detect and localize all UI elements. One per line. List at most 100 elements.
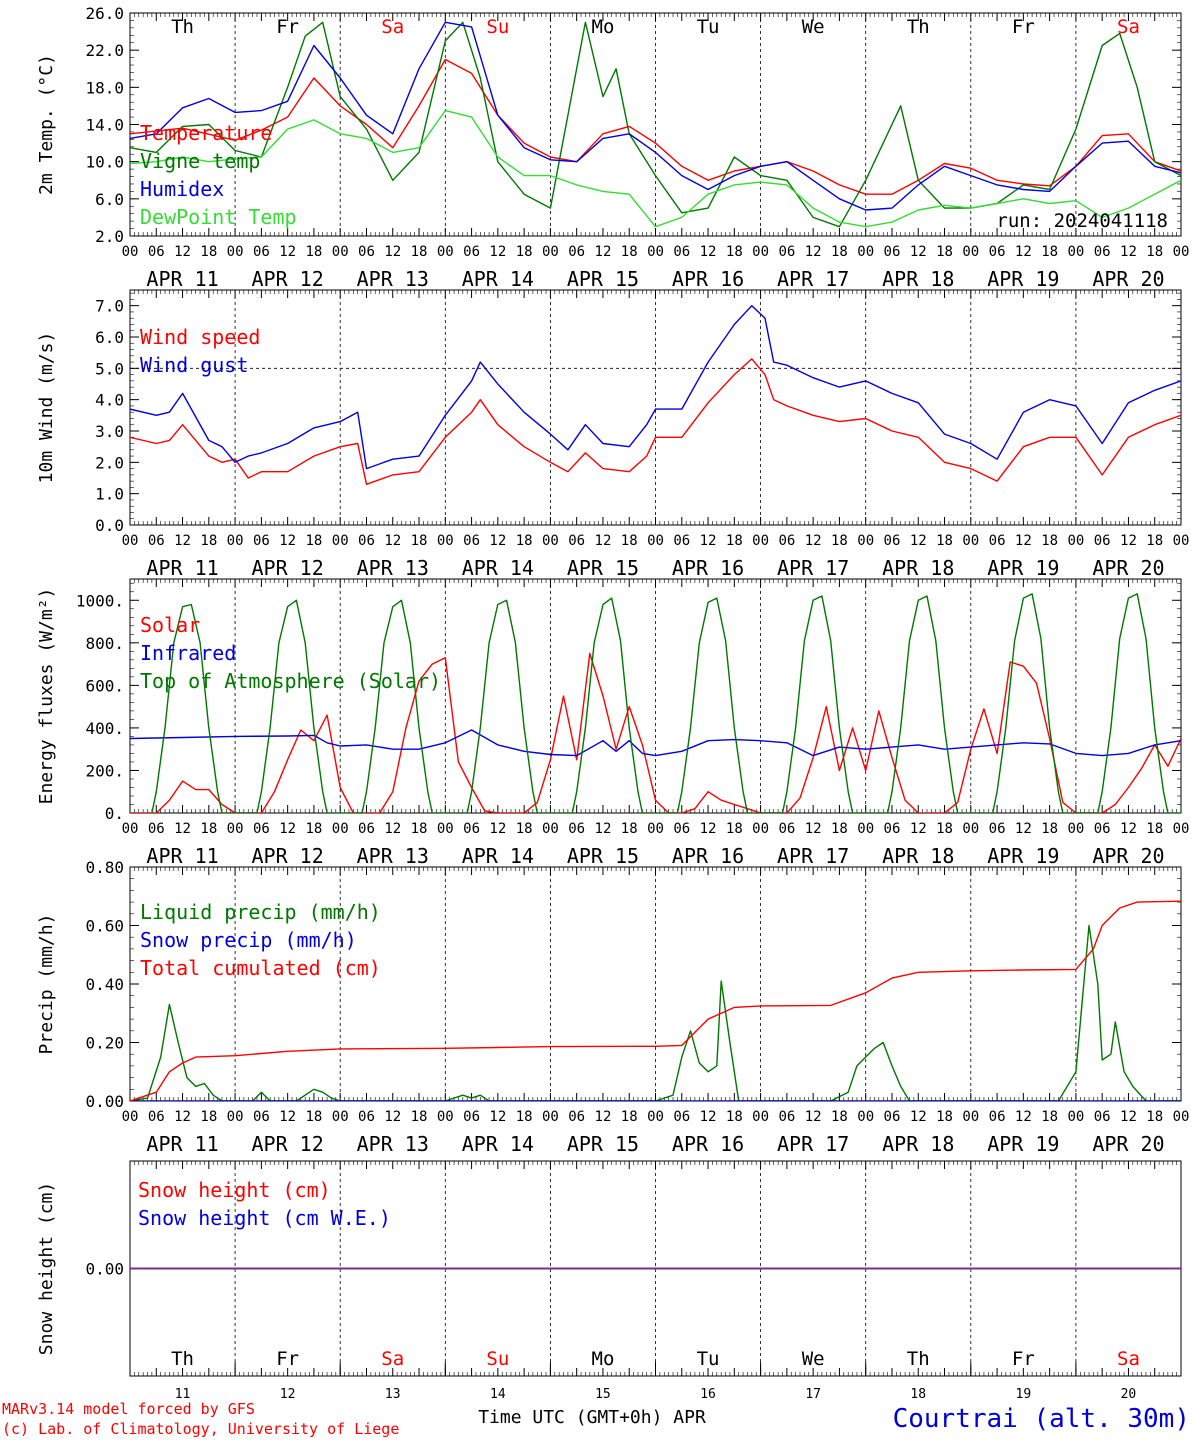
hour-tick-label: 18: [936, 821, 953, 837]
date-label: APR 16: [672, 1132, 744, 1156]
hour-tick-label: 12: [595, 1109, 612, 1125]
day-number-label: 13: [385, 1387, 401, 1402]
credit-line-1: MARv3.14 model forced by GFS: [2, 1400, 255, 1418]
hour-tick-label: 12: [805, 533, 822, 549]
hour-tick-label: 06: [253, 1109, 270, 1125]
hour-tick-label: 12: [489, 1109, 506, 1125]
day-number-label: 14: [490, 1387, 506, 1402]
hour-tick-label: 06: [463, 533, 480, 549]
hour-tick-label: 18: [200, 533, 217, 549]
hour-tick-label: 06: [358, 821, 375, 837]
date-label: APR 17: [777, 267, 849, 291]
hour-tick-label: 06: [253, 244, 270, 260]
y-tick-label: 0.00: [85, 1260, 124, 1279]
hour-tick-label: 06: [463, 244, 480, 260]
hour-tick-label: 12: [1015, 821, 1032, 837]
date-label: APR 19: [987, 844, 1059, 868]
hour-tick-label: 06: [1094, 533, 1111, 549]
hour-tick-label: 12: [910, 244, 927, 260]
hour-tick-label: 00: [542, 533, 559, 549]
y-tick-label: 4.0: [95, 391, 124, 410]
hour-tick-label: 18: [411, 533, 428, 549]
y-tick-label: 600.: [85, 676, 124, 695]
hour-tick-label: 00: [752, 1109, 769, 1125]
y-tick-label: 0.0: [95, 516, 124, 535]
hour-tick-label: 12: [384, 1109, 401, 1125]
date-label: APR 19: [987, 267, 1059, 291]
hour-tick-label: 18: [200, 1109, 217, 1125]
day-number-label: 12: [280, 1387, 296, 1402]
series-line-2: [130, 729, 1181, 757]
hour-tick-label: 00: [542, 1109, 559, 1125]
hour-tick-label: 18: [516, 1109, 533, 1125]
hour-tick-label: 12: [700, 1109, 717, 1125]
legend-entry: Infrared: [140, 641, 236, 665]
hour-tick-label: 00: [1067, 821, 1084, 837]
hour-tick-label: 06: [989, 244, 1006, 260]
date-label: APR 14: [462, 1132, 534, 1156]
hour-tick-label: 18: [831, 533, 848, 549]
hour-tick-label: 00: [332, 1109, 349, 1125]
series-group: [130, 900, 1181, 1101]
hour-tick-label: 18: [621, 821, 638, 837]
legend-entry: Temperature: [140, 121, 272, 145]
legend-entry: Wind speed: [140, 325, 260, 349]
hour-tick-label: 00: [962, 821, 979, 837]
hour-tick-label: 18: [1146, 244, 1163, 260]
hour-tick-label: 00: [437, 821, 454, 837]
legend-entry: Wind gust: [140, 353, 248, 377]
weekday-label-bottom: Fr: [1012, 1348, 1035, 1370]
credit-line-2: (c) Lab. of Climatology, University of L…: [2, 1420, 399, 1438]
weekday-label-bottom: We: [802, 1348, 825, 1370]
series-line-1: [130, 358, 1181, 485]
y-tick-label: 1000.: [76, 591, 124, 610]
hour-tick-label: 18: [305, 533, 322, 549]
y-tick-label: 7.0: [95, 297, 124, 316]
y-tick-label: 18.0: [85, 78, 124, 97]
weekday-label-top: Th: [171, 16, 194, 38]
hour-tick-label: 12: [489, 244, 506, 260]
day-number-label: 17: [805, 1387, 821, 1402]
series-line-3: [151, 593, 1181, 813]
hour-tick-label: 18: [200, 821, 217, 837]
hour-tick-label: 18: [516, 533, 533, 549]
hour-tick-label: 00: [227, 821, 244, 837]
y-tick-label: 800.: [85, 634, 124, 653]
hour-tick-label: 00: [1173, 533, 1190, 549]
hour-tick-label: 06: [253, 821, 270, 837]
legend-entry: Top of Atmosphere (Solar): [140, 669, 441, 693]
hour-tick-label: 06: [673, 1109, 690, 1125]
y-tick-label: 14.0: [85, 116, 124, 135]
hour-tick-label: 12: [279, 1109, 296, 1125]
hour-tick-label: 00: [752, 244, 769, 260]
date-label: APR 11: [146, 267, 218, 291]
date-label: APR 15: [567, 844, 639, 868]
weekday-label-top: Sa: [1117, 16, 1140, 38]
hour-tick-label: 00: [857, 1109, 874, 1125]
legend-entry: Liquid precip (mm/h): [140, 900, 381, 924]
date-label: APR 17: [777, 556, 849, 580]
hour-tick-label: 00: [227, 244, 244, 260]
hour-tick-label: 06: [1094, 821, 1111, 837]
hour-tick-label: 06: [148, 821, 165, 837]
date-label: APR 18: [882, 844, 954, 868]
date-label: APR 14: [462, 267, 534, 291]
hour-tick-label: 06: [778, 821, 795, 837]
series-line-3: [130, 900, 1181, 1101]
hour-tick-label: 00: [752, 533, 769, 549]
day-number-label: 20: [1121, 1387, 1137, 1402]
series-line-2: [130, 21, 1181, 228]
location-label: Courtrai (alt. 30m): [893, 1404, 1190, 1434]
hour-tick-label: 18: [831, 1109, 848, 1125]
weekday-label-bottom: Fr: [276, 1348, 299, 1370]
weekday-label-top: Su: [486, 16, 509, 38]
hour-tick-label: 06: [568, 533, 585, 549]
run-label: run: 2024041118: [996, 210, 1168, 232]
hour-tick-label: 00: [752, 821, 769, 837]
hour-tick-label: 00: [857, 821, 874, 837]
weekday-label-bottom: Mo: [592, 1348, 615, 1370]
hour-tick-label: 06: [358, 244, 375, 260]
day-number-label: 18: [910, 1387, 926, 1402]
panel-3: 0. 200. 400. 600. 800. 1000. Energy fluxes (W/…: [36, 578, 1189, 868]
